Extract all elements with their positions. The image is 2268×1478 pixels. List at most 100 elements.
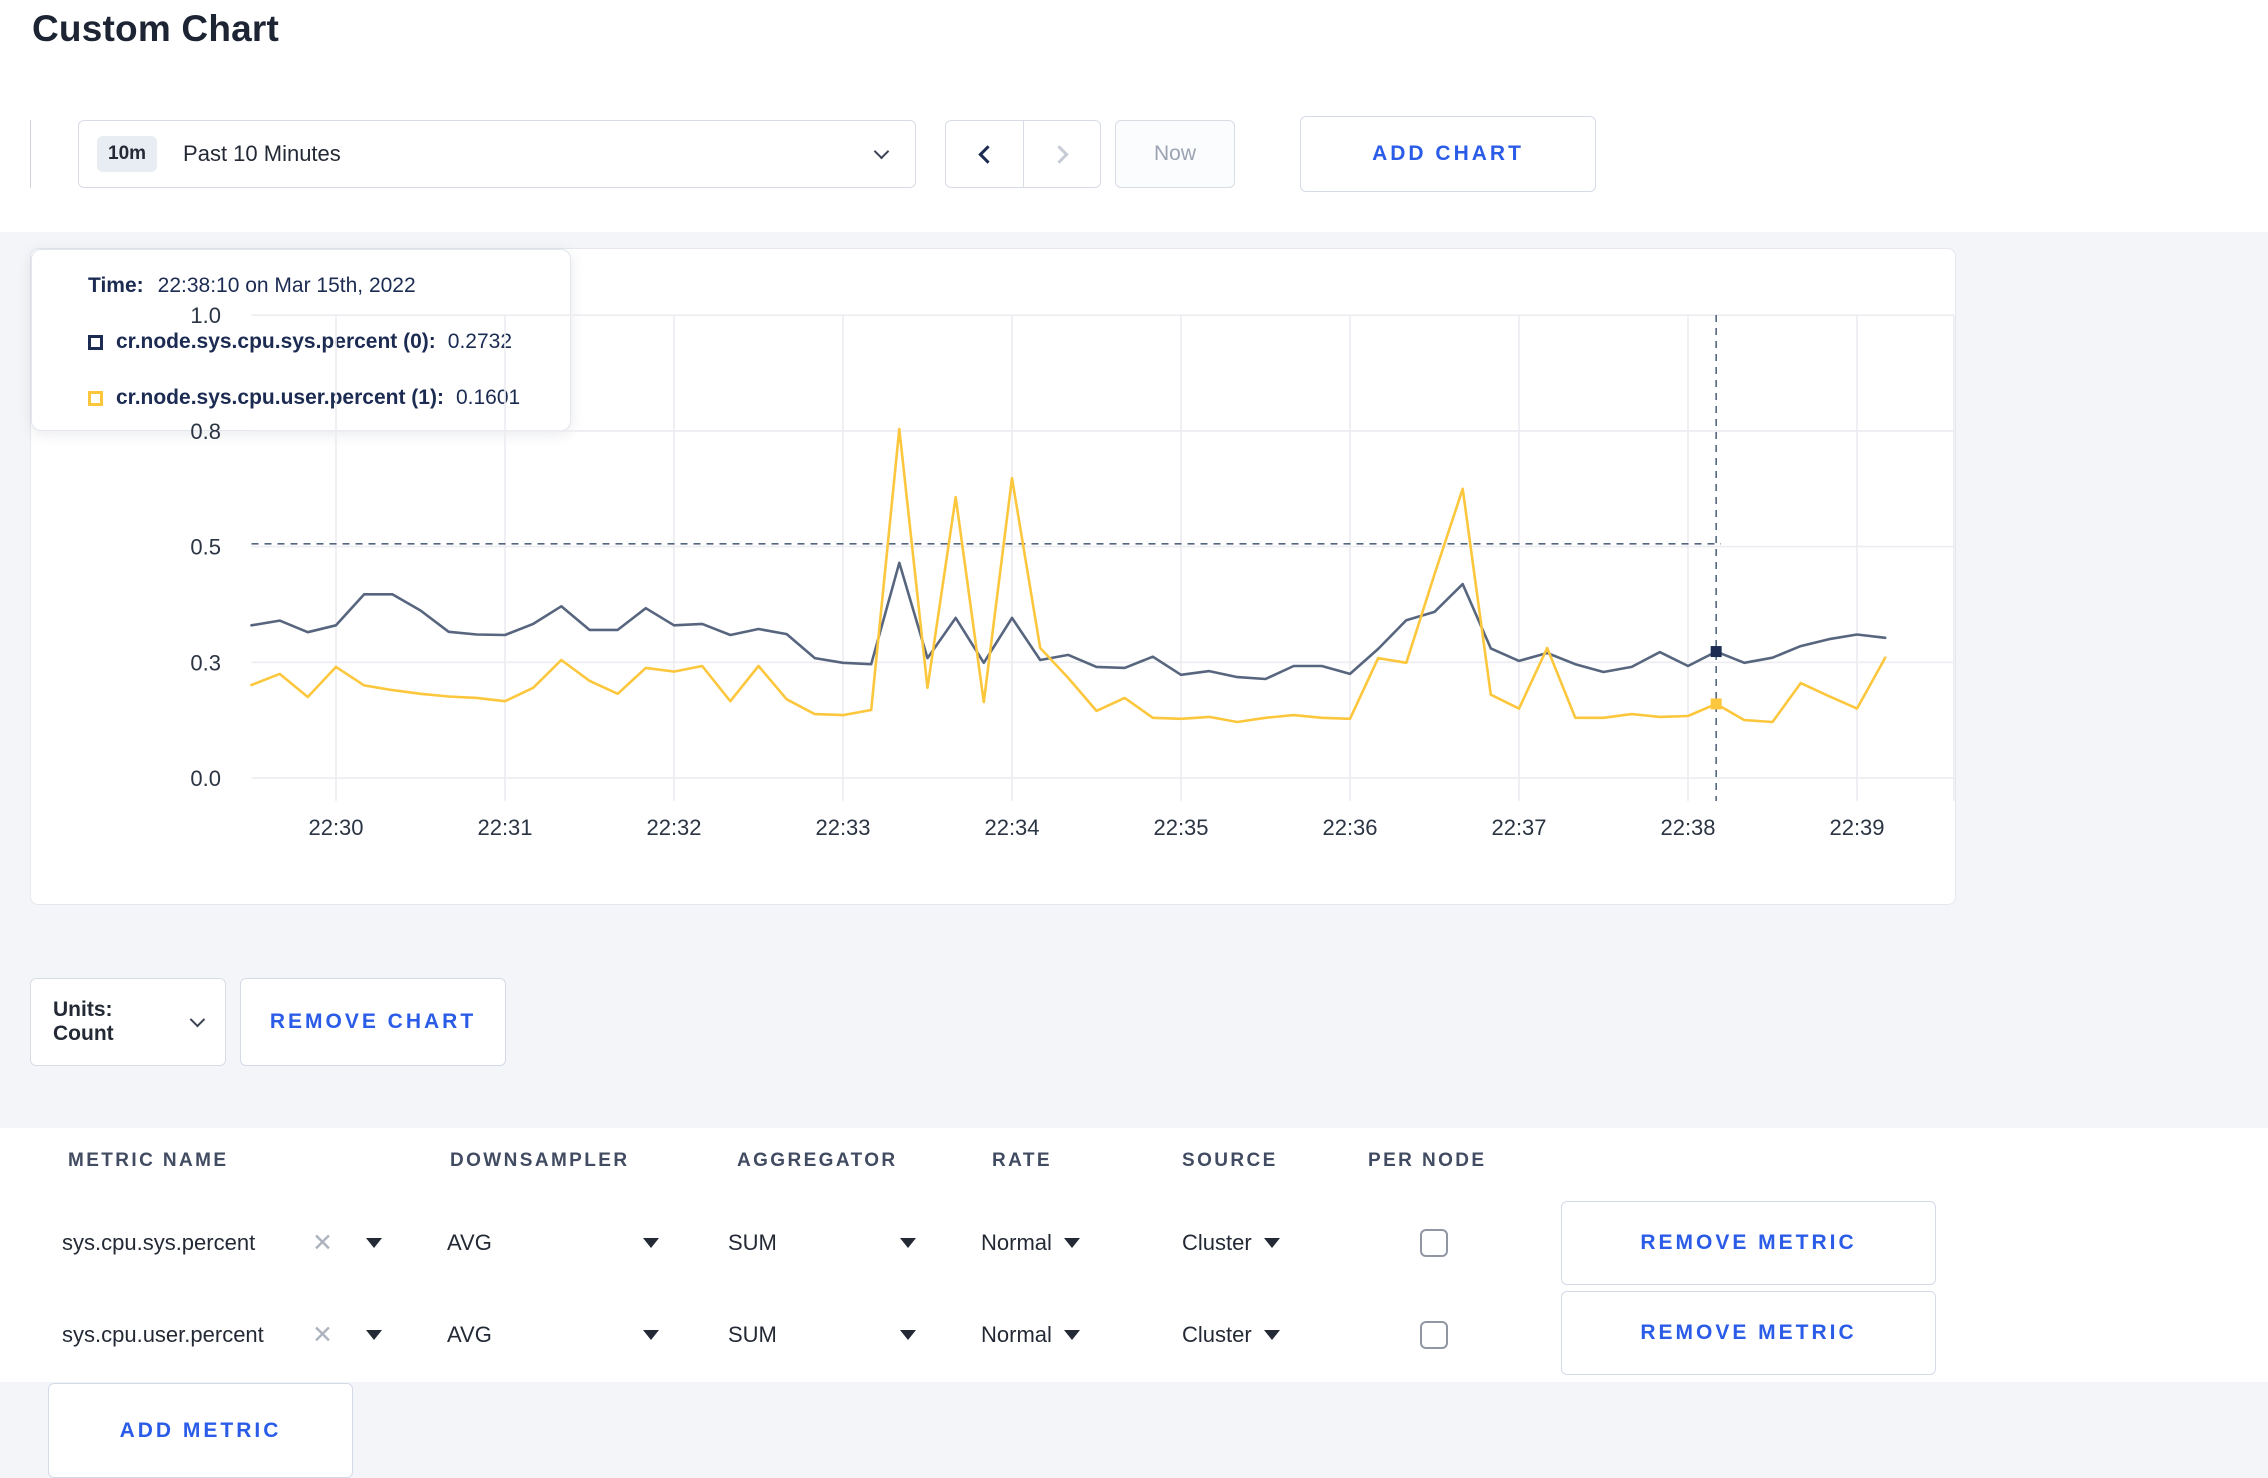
column-header-aggregator: AGGREGATOR xyxy=(737,1150,898,1171)
tooltip-sys-label: cr.node.sys.cpu.sys.percent (0): xyxy=(116,330,436,353)
chart-plot[interactable]: 0.0 0.3 0.5 0.8 1.0 22:30 22:31 22:32 22:33 22:34… xyxy=(31,249,1957,906)
tooltip-user-value: 0.1601 xyxy=(455,386,521,409)
page-title: Custom Chart xyxy=(32,8,280,49)
x-axis-label: 22:38 xyxy=(1660,815,1715,840)
downsampler-value: AVG xyxy=(447,1322,492,1347)
column-header-source: SOURCE xyxy=(1182,1150,1278,1171)
rate-select[interactable]: Normal xyxy=(981,1200,1080,1286)
metric-name: sys.cpu.user.percent xyxy=(62,1322,264,1347)
now-button[interactable]: Now xyxy=(1115,120,1235,188)
x-axis-label: 22:32 xyxy=(646,815,701,840)
y-axis-label: 0.8 xyxy=(190,419,221,444)
chevron-down-icon xyxy=(873,143,890,159)
units-select[interactable]: Units: Count xyxy=(30,978,226,1066)
hover-point-0 xyxy=(1710,646,1722,658)
sys-series-swatch-icon xyxy=(88,334,103,350)
caret-down-icon xyxy=(1263,1330,1280,1340)
chevron-left-icon xyxy=(978,144,997,164)
remove-metric-button[interactable]: REMOVE METRIC xyxy=(1561,1201,1936,1285)
remove-metric-button[interactable]: REMOVE METRIC xyxy=(1561,1291,1936,1375)
units-label: Units: Count xyxy=(53,998,114,1045)
tooltip-time-label: Time: xyxy=(88,274,144,297)
tooltip-time-row: Time: 22:38:10 on Mar 15th, 2022 xyxy=(88,274,540,298)
x-axis-label: 22:36 xyxy=(1322,815,1377,840)
downsampler-select[interactable]: AVG xyxy=(447,1200,659,1286)
source-select[interactable]: Cluster xyxy=(1182,1200,1280,1286)
tooltip-series-row: cr.node.sys.cpu.sys.percent (0): 0.2732 xyxy=(88,330,540,354)
x-axis-label: 22:34 xyxy=(984,815,1039,840)
rate-select[interactable]: Normal xyxy=(981,1292,1080,1378)
metric-row: sys.cpu.sys.percent ✕ AVG SUM Normal Clu… xyxy=(0,1200,2268,1286)
per-node-cell xyxy=(1420,1200,1448,1286)
per-node-checkbox[interactable] xyxy=(1420,1229,1448,1257)
series-line-1 xyxy=(250,427,1887,724)
tooltip-sys-value: 0.2732 xyxy=(447,330,513,353)
column-header-per-node: PER NODE xyxy=(1368,1150,1487,1171)
metrics-table: METRIC NAME DOWNSAMPLER AGGREGATOR RATE … xyxy=(0,1128,2268,1382)
chart-card: 0.0 0.3 0.5 0.8 1.0 22:30 22:31 22:32 22:33 22:34… xyxy=(30,248,1956,905)
clear-metric-icon[interactable]: ✕ xyxy=(312,1229,333,1257)
series-line-0 xyxy=(250,561,1887,681)
metric-name-select[interactable]: sys.cpu.sys.percent ✕ xyxy=(62,1200,422,1286)
prev-range-button[interactable] xyxy=(946,121,1023,187)
caret-down-icon xyxy=(900,1330,916,1340)
user-series-swatch-icon xyxy=(88,390,103,406)
tooltip-series-row: cr.node.sys.cpu.user.percent (1): 0.1601 xyxy=(88,386,540,410)
y-axis-label: 1.0 xyxy=(190,303,221,328)
hover-point-1 xyxy=(1710,698,1722,710)
chevron-down-icon xyxy=(190,1011,206,1027)
per-node-cell xyxy=(1420,1292,1448,1378)
toolbar-divider xyxy=(30,120,31,188)
header-band xyxy=(0,0,2268,232)
downsampler-select[interactable]: AVG xyxy=(447,1292,659,1378)
x-axis-label: 22:30 xyxy=(308,815,363,840)
y-axis-label: 0.3 xyxy=(190,650,221,675)
remove-chart-button[interactable]: REMOVE CHART xyxy=(240,978,506,1066)
x-axis-label: 22:37 xyxy=(1491,815,1546,840)
source-select[interactable]: Cluster xyxy=(1182,1292,1280,1378)
tooltip-time-value: 22:38:10 on Mar 15th, 2022 xyxy=(157,274,416,297)
y-axis-label: 0.0 xyxy=(190,766,221,791)
column-header-rate: RATE xyxy=(992,1150,1052,1171)
caret-down-icon xyxy=(366,1238,382,1248)
time-range-badge: 10m xyxy=(97,136,158,172)
caret-down-icon xyxy=(1063,1238,1080,1248)
time-range-label: Past 10 Minutes xyxy=(183,141,341,166)
caret-down-icon xyxy=(643,1238,659,1248)
downsampler-value: AVG xyxy=(447,1230,492,1255)
metric-name: sys.cpu.sys.percent xyxy=(62,1230,256,1255)
caret-down-icon xyxy=(1263,1238,1280,1248)
time-step-group xyxy=(945,120,1101,188)
source-value: Cluster xyxy=(1182,1322,1252,1347)
add-metric-button[interactable]: ADD METRIC xyxy=(48,1383,353,1478)
chart-tooltip: Time: 22:38:10 on Mar 15th, 2022 cr.node… xyxy=(31,249,571,431)
column-header-metric-name: METRIC NAME xyxy=(68,1150,229,1171)
aggregator-select[interactable]: SUM xyxy=(728,1292,916,1378)
add-chart-button[interactable]: ADD CHART xyxy=(1300,116,1596,192)
next-range-button[interactable] xyxy=(1023,121,1100,187)
x-axis-label: 22:33 xyxy=(815,815,870,840)
caret-down-icon xyxy=(366,1330,382,1340)
tooltip-user-label: cr.node.sys.cpu.user.percent (1): xyxy=(116,386,444,409)
column-header-downsampler: DOWNSAMPLER xyxy=(450,1150,630,1171)
caret-down-icon xyxy=(643,1330,659,1340)
x-axis-label: 22:39 xyxy=(1829,815,1884,840)
per-node-checkbox[interactable] xyxy=(1420,1321,1448,1349)
chevron-right-icon xyxy=(1049,144,1069,164)
rate-value: Normal xyxy=(981,1322,1052,1347)
caret-down-icon xyxy=(900,1238,916,1248)
aggregator-value: SUM xyxy=(728,1322,777,1347)
metric-name-select[interactable]: sys.cpu.user.percent ✕ xyxy=(62,1292,422,1378)
time-range-select[interactable]: 10m Past 10 Minutes xyxy=(78,120,916,188)
rate-value: Normal xyxy=(981,1230,1052,1255)
clear-metric-icon[interactable]: ✕ xyxy=(312,1321,333,1349)
y-axis-label: 0.5 xyxy=(190,535,221,560)
caret-down-icon xyxy=(1063,1330,1080,1340)
x-axis-label: 22:35 xyxy=(1153,815,1208,840)
source-value: Cluster xyxy=(1182,1230,1252,1255)
aggregator-value: SUM xyxy=(728,1230,777,1255)
metric-row: sys.cpu.user.percent ✕ AVG SUM Normal Cl… xyxy=(0,1291,2268,1378)
x-axis-label: 22:31 xyxy=(477,815,532,840)
aggregator-select[interactable]: SUM xyxy=(728,1200,916,1286)
